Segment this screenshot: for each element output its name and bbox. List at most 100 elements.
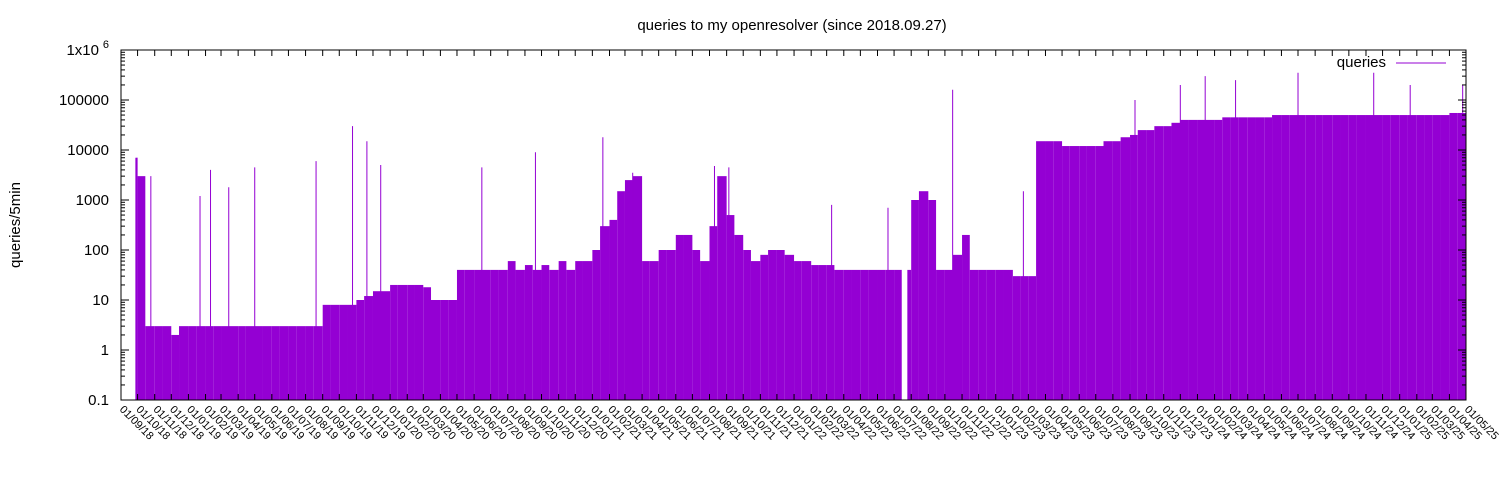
bar xyxy=(1247,117,1256,400)
bar xyxy=(978,269,987,400)
bar xyxy=(245,326,255,400)
bar xyxy=(743,250,751,400)
bar xyxy=(1171,122,1181,401)
bar xyxy=(700,261,710,400)
bar xyxy=(776,250,785,400)
bar xyxy=(860,269,869,400)
bar xyxy=(137,176,146,400)
plot-frame xyxy=(120,49,1467,401)
bar xyxy=(794,261,802,400)
bar xyxy=(1137,130,1147,400)
bar xyxy=(1003,269,1013,400)
bar xyxy=(1432,115,1441,401)
bar xyxy=(1197,119,1206,401)
bar xyxy=(818,265,827,400)
bar xyxy=(632,176,643,400)
bar xyxy=(448,300,457,400)
bar xyxy=(834,269,844,400)
bar xyxy=(986,269,996,400)
gaps-layer xyxy=(901,51,908,400)
bar xyxy=(617,191,625,400)
bar xyxy=(1264,117,1273,400)
bar xyxy=(666,250,676,400)
bar xyxy=(1069,146,1080,400)
legend-label: queries xyxy=(1337,54,1386,71)
bar xyxy=(709,226,718,400)
y-tick-label: 0.1 xyxy=(88,392,109,409)
bar xyxy=(145,326,155,400)
bar xyxy=(524,265,533,400)
bar xyxy=(228,326,239,400)
bar xyxy=(936,269,945,400)
bar xyxy=(592,250,601,400)
bar xyxy=(609,219,618,400)
bar xyxy=(1399,115,1408,401)
bar xyxy=(279,326,289,400)
bar xyxy=(1424,115,1433,401)
bar xyxy=(962,234,970,400)
bar xyxy=(171,334,180,400)
bar xyxy=(642,261,650,400)
bar xyxy=(221,326,229,400)
bar xyxy=(768,250,777,400)
bars-layer xyxy=(135,111,1467,401)
bar xyxy=(1120,137,1131,401)
bar xyxy=(322,304,331,400)
bar xyxy=(1356,115,1366,401)
bar xyxy=(1130,134,1138,400)
bar xyxy=(1289,115,1299,401)
bar xyxy=(549,269,559,400)
bar xyxy=(414,284,424,400)
bar xyxy=(1214,119,1223,401)
bar xyxy=(1095,146,1104,400)
bar xyxy=(868,269,878,400)
bar xyxy=(1103,141,1113,400)
y-tick-exponent: 6 xyxy=(103,39,109,51)
bar xyxy=(1332,115,1341,401)
bar xyxy=(582,261,593,400)
bar xyxy=(423,287,432,400)
bar xyxy=(1255,117,1265,400)
bar xyxy=(1112,141,1121,400)
bar xyxy=(894,269,902,400)
bar xyxy=(683,234,693,400)
bar xyxy=(717,176,727,400)
data-gap xyxy=(901,51,908,400)
bar xyxy=(1012,276,1021,400)
bar xyxy=(1382,115,1391,401)
bar xyxy=(658,250,667,400)
bar xyxy=(1146,130,1155,400)
bar xyxy=(305,326,314,400)
bar xyxy=(498,269,508,400)
bar xyxy=(1036,141,1046,400)
bar xyxy=(649,261,659,400)
legend: queries xyxy=(1337,54,1446,71)
bar xyxy=(474,269,482,400)
y-axis: 0.1 1 10 100 1000 10000 100000 1x10 6 xyxy=(59,39,1466,409)
bar xyxy=(372,291,381,400)
bar xyxy=(356,300,365,400)
bar xyxy=(952,254,963,400)
bar xyxy=(995,269,1004,400)
bar xyxy=(734,234,744,400)
bar xyxy=(801,261,812,400)
bar xyxy=(541,265,550,400)
bar xyxy=(1222,117,1231,400)
bar xyxy=(1154,126,1164,400)
bar xyxy=(205,326,214,400)
bar xyxy=(1238,117,1248,400)
bar xyxy=(1416,115,1425,401)
bar xyxy=(600,226,610,400)
y-tick-label: 1000 xyxy=(76,192,109,209)
y-tick-label: 100 xyxy=(84,242,109,259)
bar xyxy=(507,261,516,400)
bar xyxy=(784,254,795,400)
bar xyxy=(339,304,348,400)
bar xyxy=(532,269,542,400)
bar xyxy=(397,284,408,400)
bar xyxy=(1163,126,1172,400)
bar xyxy=(760,254,769,400)
bar xyxy=(1180,119,1189,401)
